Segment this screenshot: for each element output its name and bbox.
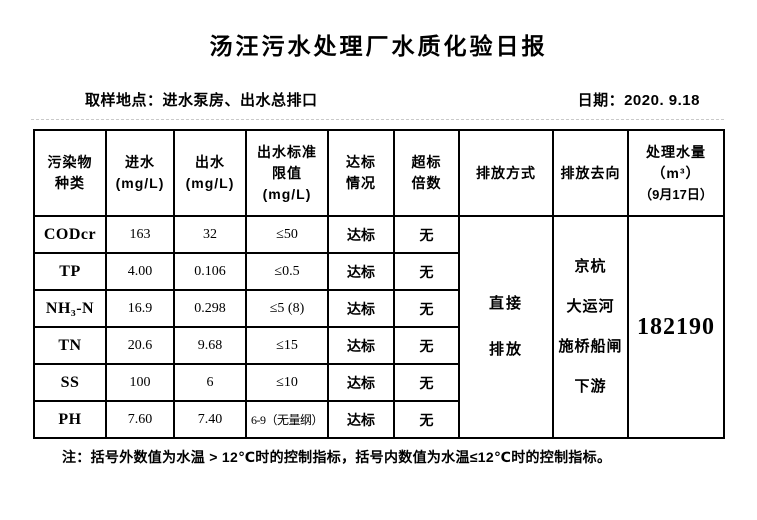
cell-inlet-value: 16.9 <box>105 289 175 328</box>
col-header-discharge-destination: 排放去向 <box>552 129 629 217</box>
cell-limit-value: ≤10 <box>245 363 329 402</box>
cell-status: 达标 <box>327 289 395 328</box>
cell-inlet-value: 20.6 <box>105 326 175 365</box>
cell-status: 达标 <box>327 326 395 365</box>
cell-treated-volume: 182190 <box>627 215 725 439</box>
col-header-exceed: 超标 倍数 <box>393 129 460 217</box>
report-date-label: 日期：2020. 9.18 <box>577 92 700 109</box>
table-row: TN 20.6 9.68 ≤15 达标 无 <box>33 326 724 365</box>
report-page: 汤汪污水处理厂水质化验日报 取样地点：进水泵房、出水总排口 日期：2020. 9… <box>0 27 757 520</box>
cell-exceed: 无 <box>393 252 460 291</box>
cell-inlet-value: 163 <box>105 215 175 254</box>
footnote: 注：括号外数值为水温 > 12℃时的控制指标，括号内数值为水温≤12℃时的控制指… <box>62 449 612 465</box>
cell-limit-value: 6-9（无量纲） <box>245 400 329 439</box>
cell-status: 达标 <box>327 363 395 402</box>
table-row: CODcr 163 32 ≤50 达标 无 直接 排放 京杭 大运河 施桥船闸 … <box>33 215 725 439</box>
header-row: 污染物 种类 进水 (mg/L) 出水 (mg/L) 出水标准 限值 (mg/L… <box>33 129 725 217</box>
cell-pollutant-name: TP <box>33 252 107 291</box>
cell-inlet-value: 7.60 <box>105 400 175 439</box>
col-header-treated-volume: 处理水量 （m³） （9月17日） <box>627 129 725 217</box>
cell-pollutant-name: SS <box>33 363 107 402</box>
col-header-outlet: 出水 (mg/L) <box>173 129 247 217</box>
report-title: 汤汪污水处理厂水质化验日报 <box>209 33 548 59</box>
table-row: PH 7.60 7.40 6-9（无量纲） 达标 无 <box>33 400 724 439</box>
cell-exceed: 无 <box>393 363 460 402</box>
cell-exceed: 无 <box>393 289 460 328</box>
info-row: 取样地点：进水泵房、出水总排口 日期：2020. 9.18 <box>0 89 757 110</box>
cell-exceed: 无 <box>393 215 460 254</box>
cell-status: 达标 <box>327 400 395 439</box>
water-quality-table: 污染物 种类 进水 (mg/L) 出水 (mg/L) 出水标准 限值 (mg/L… <box>33 129 725 439</box>
col-header-limit: 出水标准 限值 (mg/L) <box>245 129 329 217</box>
cell-pollutant-name: TN <box>33 326 107 365</box>
table-row: NH₃-N 16.9 0.298 ≤5 (8) 达标 无 <box>33 289 724 328</box>
cell-limit-value: ≤15 <box>245 326 329 365</box>
cell-exceed: 无 <box>393 400 460 439</box>
cell-outlet-value: 32 <box>173 215 247 254</box>
cell-discharge-destination: 京杭 大运河 施桥船闸 下游 <box>552 215 629 439</box>
divider-line <box>31 119 724 120</box>
cell-outlet-value: 7.40 <box>173 400 247 439</box>
cell-limit-value: ≤0.5 <box>245 252 329 291</box>
col-header-pollutant: 污染物 种类 <box>33 129 107 217</box>
cell-outlet-value: 0.298 <box>173 289 247 328</box>
sampling-location-label: 取样地点：进水泵房、出水总排口 <box>85 92 318 109</box>
cell-outlet-value: 0.106 <box>173 252 247 291</box>
cell-limit-value: ≤5 (8) <box>245 289 329 328</box>
table-row: TP 4.00 0.106 ≤0.5 达标 无 <box>33 252 724 291</box>
cell-discharge-method: 直接 排放 <box>458 215 554 439</box>
cell-limit-value: ≤50 <box>245 215 329 254</box>
cell-pollutant-name: PH <box>33 400 107 439</box>
table-row: SS 100 6 ≤10 达标 无 <box>33 363 724 402</box>
cell-inlet-value: 100 <box>105 363 175 402</box>
cell-status: 达标 <box>327 252 395 291</box>
cell-pollutant-name: CODcr <box>33 215 107 254</box>
cell-inlet-value: 4.00 <box>105 252 175 291</box>
cell-pollutant-name: NH₃-N <box>33 289 107 328</box>
col-header-status: 达标 情况 <box>327 129 395 217</box>
col-header-discharge-method: 排放方式 <box>458 129 554 217</box>
cell-outlet-value: 6 <box>173 363 247 402</box>
cell-exceed: 无 <box>393 326 460 365</box>
cell-status: 达标 <box>327 215 395 254</box>
col-header-inlet: 进水 (mg/L) <box>105 129 175 217</box>
cell-outlet-value: 9.68 <box>173 326 247 365</box>
